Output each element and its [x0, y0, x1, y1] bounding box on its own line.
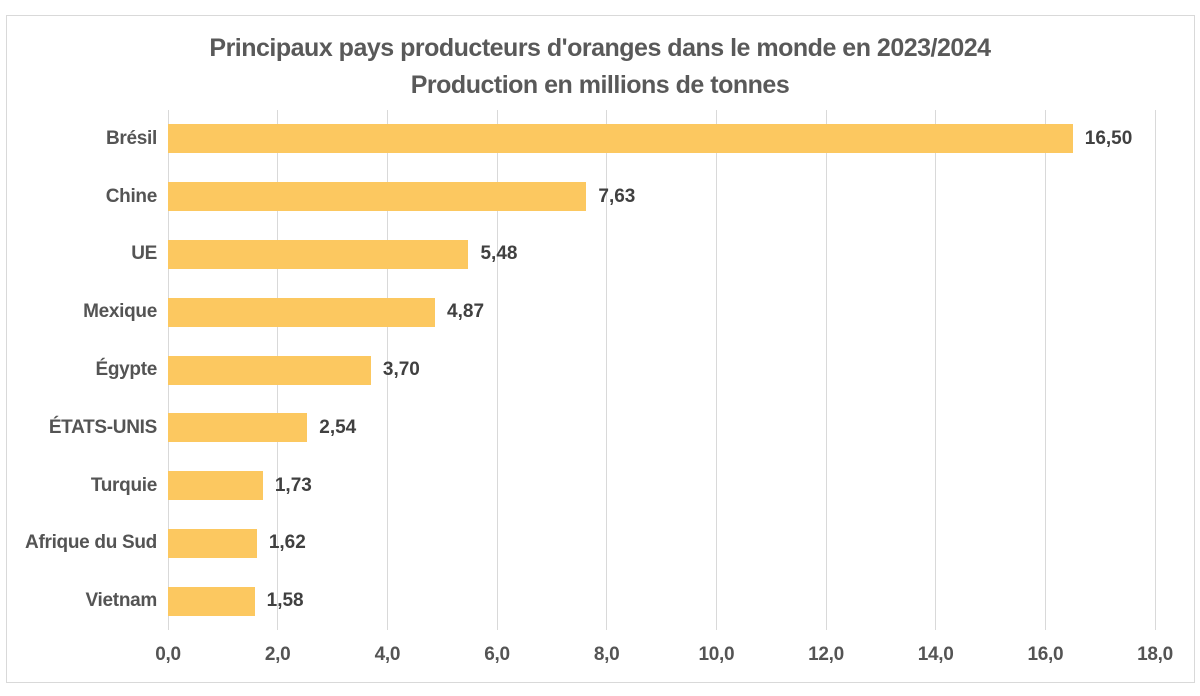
- bar: [168, 528, 257, 558]
- value-label: 1,73: [274, 474, 312, 496]
- x-tick-label: 18,0: [1137, 644, 1173, 665]
- x-tick-label: 16,0: [1027, 644, 1064, 665]
- gridline: [1044, 110, 1046, 630]
- gridline: [496, 110, 498, 630]
- value-label: 4,87: [447, 301, 485, 323]
- bar-row: Mexique 4,87: [83, 283, 1155, 341]
- chart-title-line2: Production en millions de tonnes: [410, 71, 790, 99]
- chart-title-line1: Principaux pays producteurs d'oranges da…: [209, 34, 991, 62]
- bar: [168, 239, 469, 269]
- bar: [168, 297, 436, 327]
- gridline: [935, 110, 937, 630]
- gridline: [386, 110, 388, 630]
- bar: [168, 124, 1073, 154]
- gridline: [606, 110, 608, 630]
- category-label: Afrique du Sud: [25, 532, 157, 554]
- bar: [168, 586, 255, 616]
- x-tick-label: 14,0: [917, 644, 954, 665]
- x-tick-label: 10,0: [698, 644, 735, 665]
- bar-row: ÉTATS-UNIS 2,54: [49, 399, 1155, 457]
- bar: [168, 471, 263, 501]
- x-axis: 0,0 2,0 4,0 6,0 8,0 10,0 12,0 14,0 16,0 18,0: [155, 630, 1173, 675]
- value-label: 7,63: [598, 185, 636, 207]
- x-tick-label: 12,0: [808, 644, 844, 665]
- plot-area: Brésil 16,50 Chine 7,63 UE 5,48 Mexique 4,87 Égy…: [25, 110, 1156, 630]
- category-label: Turquie: [90, 474, 157, 496]
- bar-row: Vietnam 1,58: [86, 572, 1155, 630]
- category-label: Chine: [105, 185, 158, 207]
- value-label: 2,54: [319, 416, 357, 438]
- category-label: Brésil: [105, 127, 157, 149]
- x-tick-label: 2,0: [264, 644, 291, 665]
- bar-row: Égypte 3,70: [95, 341, 1155, 399]
- gridline: [825, 110, 827, 630]
- category-label: Égypte: [95, 359, 157, 381]
- bar-row: Chine 7,63: [106, 168, 1155, 226]
- bar: [168, 355, 371, 385]
- category-label: Vietnam: [85, 590, 158, 612]
- bar-row: Brésil 16,50: [106, 110, 1155, 168]
- x-tick-label: 6,0: [484, 644, 510, 665]
- gridline: [1154, 110, 1156, 630]
- chart-title: Principaux pays producteurs d'oranges da…: [0, 30, 1200, 104]
- bar: [168, 413, 308, 443]
- x-tick-label: 8,0: [593, 644, 620, 665]
- bar-row: Turquie 1,73: [91, 457, 1155, 515]
- value-label: 3,70: [382, 359, 420, 381]
- x-tick-label: 4,0: [374, 644, 401, 665]
- category-label: Mexique: [83, 301, 157, 323]
- bar-row: UE 5,48: [131, 226, 1155, 284]
- value-label: 16,50: [1084, 127, 1133, 149]
- bar-row: Afrique du Sud 1,62: [25, 514, 1155, 572]
- gridline: [715, 110, 717, 630]
- category-label: UE: [131, 243, 157, 265]
- value-label: 1,62: [268, 532, 306, 554]
- value-label: 5,48: [480, 243, 518, 265]
- x-tick-label: 0,0: [155, 644, 181, 665]
- bar: [168, 182, 587, 212]
- value-label: 1,58: [266, 590, 304, 612]
- category-label: ÉTATS-UNIS: [48, 416, 157, 438]
